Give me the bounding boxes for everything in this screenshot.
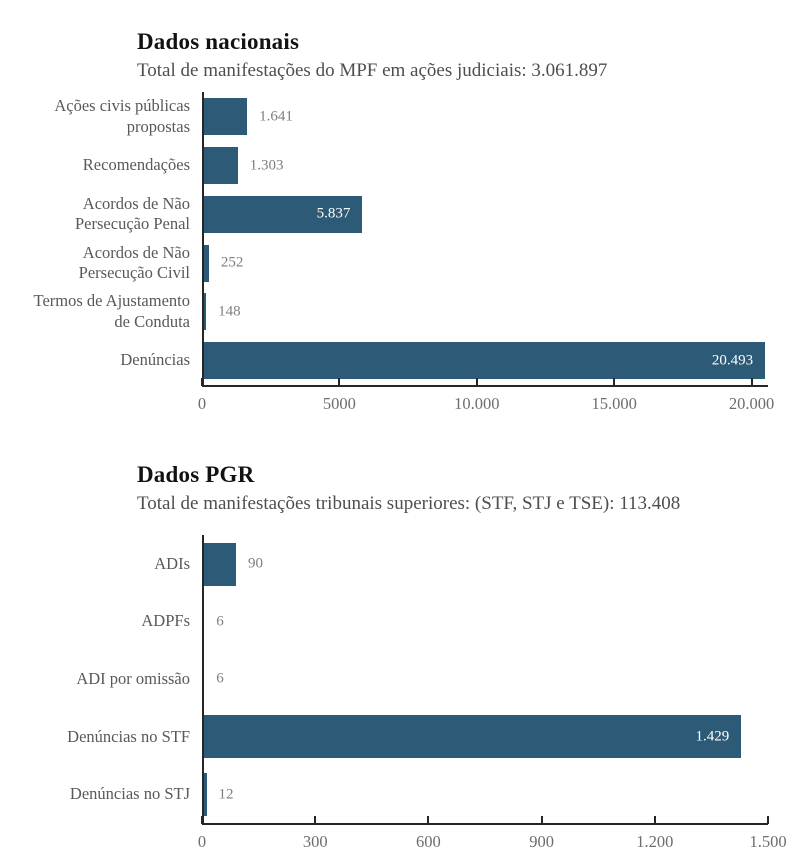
value-label: 6 (216, 613, 224, 630)
category-label: Denúncias no STF (67, 726, 190, 746)
plot-area: ADIs 90 ADPFs 6 ADI por omissão 6 Denúncias no… (30, 535, 787, 859)
bar-cell: 5.837 (202, 190, 768, 239)
x-axis: 0 5000 10.000 15.000 20.000 (198, 378, 774, 421)
value-label: 12 (218, 786, 234, 803)
value-label: 1.303 (249, 157, 284, 174)
category-label: Acordos de Não Persecução Penal (75, 193, 190, 234)
bar-cell: 1.641 (202, 92, 768, 141)
axis-tick (767, 816, 769, 825)
axis-tick-label: 1.500 (749, 832, 787, 852)
axis-tick-label: 900 (529, 832, 554, 852)
axis-tick-label: 600 (416, 832, 441, 852)
value-label: 252 (220, 254, 244, 271)
axis-tick (540, 816, 543, 825)
bar (202, 773, 207, 817)
chart-subtitle: Total de manifestações tribunais superio… (137, 492, 681, 514)
axis-tick (475, 378, 478, 387)
bar-row: Denúncias no STF 1.429 (30, 708, 768, 766)
value-label: 1.429 (695, 728, 730, 745)
bar-cell: 1.429 (202, 708, 768, 766)
axis-tick-label: 5000 (322, 394, 356, 414)
bar-cell: 90 (202, 535, 768, 593)
chart-dados-nacionais: Dados nacionais Total de manifestações d… (30, 28, 775, 421)
category-label: Denúncias (120, 350, 190, 370)
plot-area: Ações civis públicas propostas 1.641 Recom… (30, 92, 774, 421)
bar-row: Denúncias no STJ 12 (30, 766, 768, 824)
axis-tick (314, 816, 317, 825)
axis-tick-label: 0 (197, 832, 207, 852)
value-label: 20.493 (711, 352, 754, 369)
bar-row: ADI por omissão 6 (30, 651, 768, 709)
bar (202, 147, 238, 185)
chart-subtitle: Total de manifestações do MPF em ações j… (137, 59, 608, 81)
bar-cell: 6 (202, 651, 768, 709)
chart-title: Dados nacionais (137, 29, 300, 54)
category-label: Denúncias no STJ (69, 784, 190, 804)
bar-row: Acordos de Não Persecução Penal 5.837 (30, 190, 768, 239)
bar-row: ADIs 90 (30, 535, 768, 593)
x-axis: 0 300 600 900 1.200 1.500 (198, 816, 787, 859)
bar (202, 342, 766, 380)
bar-cell: 1.303 (202, 141, 768, 190)
axis-tick (338, 378, 341, 387)
axis-tick-label: 15.000 (591, 394, 637, 414)
value-label: 1.641 (259, 108, 293, 125)
chart-title: Dados PGR (137, 462, 255, 487)
category-label: Termos de Ajustamento de Conduta (33, 291, 190, 331)
chart-header: Dados nacionais Total de manifestações d… (137, 28, 768, 82)
bar-cell: 6 (202, 593, 768, 651)
chart-dados-pgr: Dados PGR Total de manifestações tribuna… (30, 461, 787, 859)
bar-row: Termos de Ajustamento de Conduta 148 (30, 288, 768, 337)
category-label: Acordos de Não Persecução Civil (78, 242, 190, 283)
axis-tick (427, 816, 430, 825)
bars-container: ADIs 90 ADPFs 6 ADI por omissão 6 Denúncias no… (30, 535, 768, 823)
bar (202, 195, 363, 233)
category-label: ADI por omissão (76, 669, 190, 689)
bar-cell: 252 (202, 239, 768, 288)
bar-cell: 20.493 (202, 336, 768, 385)
axis-tick-label: 10.000 (454, 394, 500, 414)
bar (202, 98, 248, 136)
bar-row: ADPFs 6 (30, 593, 768, 651)
axis-tick (201, 816, 203, 825)
y-axis-line (202, 535, 204, 824)
value-label: 90 (247, 555, 263, 572)
axis-tick (613, 378, 616, 387)
bar-row: Denúncias 20.493 (30, 336, 768, 385)
axis-tick (750, 378, 753, 387)
axis-tick-label: 20.000 (728, 394, 775, 414)
value-label: 6 (216, 670, 224, 687)
bar-row: Recomendações 1.303 (30, 141, 768, 190)
bar-cell: 148 (202, 288, 768, 337)
bar-row: Ações civis públicas propostas 1.641 (30, 92, 768, 141)
bar (202, 244, 209, 282)
category-label: Recomendações (82, 155, 190, 175)
axis-tick-label: 1.200 (636, 832, 674, 852)
axis-tick-label: 300 (302, 832, 328, 852)
bar-row: Acordos de Não Persecução Civil 252 (30, 239, 768, 288)
value-label: 148 (218, 303, 241, 320)
value-label: 5.837 (316, 205, 351, 222)
axis-tick (653, 816, 656, 825)
category-label: ADPFs (141, 611, 190, 631)
bar (202, 293, 207, 331)
bars-container: Ações civis públicas propostas 1.641 Recom… (30, 92, 768, 385)
chart-header: Dados PGR Total de manifestações tribuna… (137, 461, 768, 515)
axis-tick (201, 378, 203, 387)
category-label: ADIs (154, 553, 190, 573)
bar (202, 715, 742, 759)
axis-tick-label: 0 (197, 394, 207, 414)
y-axis-line (202, 92, 204, 386)
category-label: Ações civis públicas propostas (54, 96, 190, 136)
bar (202, 542, 236, 586)
bar-cell: 12 (202, 766, 768, 824)
